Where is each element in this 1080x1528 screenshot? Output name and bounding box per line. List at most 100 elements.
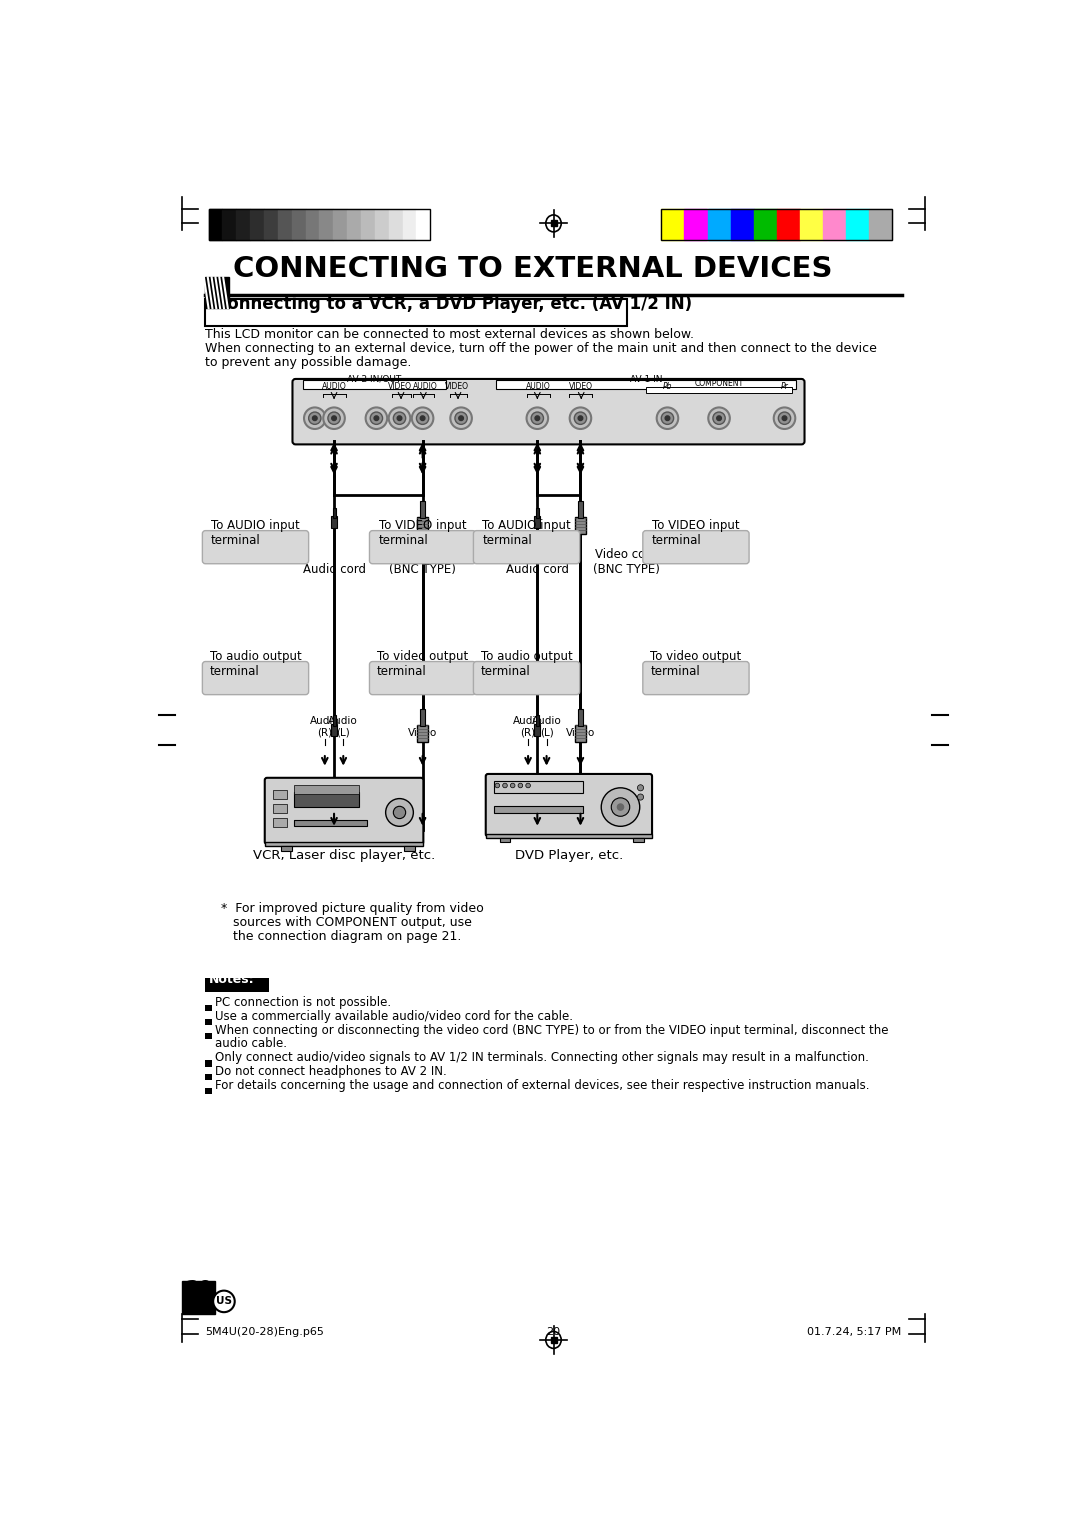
Circle shape <box>575 413 586 425</box>
Text: Audio cord: Audio cord <box>505 562 569 576</box>
Text: COMPONENT: COMPONENT <box>694 379 744 388</box>
Bar <box>205 978 269 992</box>
Bar <box>205 1019 212 1025</box>
Text: Audio
(L): Audio (L) <box>328 717 359 738</box>
Text: Pb: Pb <box>663 382 672 391</box>
Bar <box>536 507 539 518</box>
Text: To video output
terminal: To video output terminal <box>377 649 469 678</box>
Bar <box>347 209 361 240</box>
Text: AV 2 IN/OUT: AV 2 IN/OUT <box>347 374 401 384</box>
Text: Video: Video <box>566 727 595 738</box>
Circle shape <box>213 1291 234 1313</box>
Bar <box>208 209 430 240</box>
Bar <box>273 790 287 799</box>
Text: AUDIO: AUDIO <box>526 382 551 391</box>
FancyBboxPatch shape <box>202 662 309 695</box>
Bar <box>303 380 446 390</box>
Bar <box>496 380 796 390</box>
Circle shape <box>495 784 500 788</box>
Bar <box>777 209 800 240</box>
Bar <box>800 209 823 240</box>
Bar <box>420 709 424 726</box>
Bar <box>661 209 892 240</box>
FancyBboxPatch shape <box>202 530 309 564</box>
Text: 5M4U(20-28)Eng.p65: 5M4U(20-28)Eng.p65 <box>205 1326 324 1337</box>
Bar <box>208 209 222 240</box>
Bar <box>320 209 334 240</box>
Text: VIDEO: VIDEO <box>568 382 593 391</box>
Circle shape <box>518 784 523 788</box>
Bar <box>575 724 585 741</box>
Bar <box>205 1074 212 1080</box>
Circle shape <box>420 416 424 420</box>
Text: AV 1 IN: AV 1 IN <box>630 374 662 384</box>
Text: VIDEO: VIDEO <box>388 382 411 391</box>
Text: To video output
terminal: To video output terminal <box>650 649 742 678</box>
Circle shape <box>411 408 433 429</box>
FancyBboxPatch shape <box>473 530 580 564</box>
Circle shape <box>370 413 382 425</box>
Text: audio cable.: audio cable. <box>215 1038 286 1050</box>
Text: Do not connect headphones to AV 2 IN.: Do not connect headphones to AV 2 IN. <box>215 1065 446 1079</box>
Circle shape <box>332 416 336 420</box>
Bar <box>205 1060 212 1067</box>
Circle shape <box>578 416 583 420</box>
FancyBboxPatch shape <box>293 379 805 445</box>
Text: 20: 20 <box>185 1279 212 1299</box>
Circle shape <box>455 413 468 425</box>
Bar <box>823 209 846 240</box>
Bar <box>754 209 777 240</box>
FancyBboxPatch shape <box>643 662 750 695</box>
Bar <box>495 805 583 813</box>
Circle shape <box>309 413 321 425</box>
Circle shape <box>526 784 530 788</box>
Circle shape <box>323 408 345 429</box>
Bar <box>403 209 417 240</box>
Circle shape <box>618 804 623 810</box>
Text: DVD Player, etc.: DVD Player, etc. <box>515 850 623 862</box>
Bar <box>294 792 360 807</box>
Circle shape <box>779 413 791 425</box>
Text: Audio cord: Audio cord <box>302 562 365 576</box>
Text: For details concerning the usage and connection of external devices, see their r: For details concerning the usage and con… <box>215 1079 869 1093</box>
Text: Audio
(L): Audio (L) <box>531 717 562 738</box>
Bar <box>294 785 360 795</box>
Bar <box>500 837 511 842</box>
Text: *  For improved picture quality from video: * For improved picture quality from vide… <box>220 902 484 915</box>
Circle shape <box>459 416 463 420</box>
Text: To VIDEO input
terminal: To VIDEO input terminal <box>652 520 740 547</box>
Circle shape <box>393 413 406 425</box>
Bar <box>486 834 652 837</box>
FancyBboxPatch shape <box>369 530 475 564</box>
Text: This LCD monitor can be connected to most external devices as shown below.: This LCD monitor can be connected to mos… <box>205 329 694 341</box>
Circle shape <box>417 413 429 425</box>
Circle shape <box>602 788 639 827</box>
Bar <box>730 209 754 240</box>
Text: To VIDEO input
terminal: To VIDEO input terminal <box>379 520 467 547</box>
Circle shape <box>389 408 410 429</box>
Text: Audio
(R): Audio (R) <box>310 717 340 738</box>
Bar <box>292 209 306 240</box>
Circle shape <box>611 798 630 816</box>
Bar <box>685 209 707 240</box>
Text: Video cord
(BNC TYPE): Video cord (BNC TYPE) <box>389 549 456 576</box>
Bar <box>633 837 644 842</box>
Text: 20: 20 <box>546 1326 561 1337</box>
Circle shape <box>657 408 678 429</box>
Bar <box>578 501 583 518</box>
Text: Video: Video <box>408 727 437 738</box>
Text: Only connect audio/video signals to AV 1/2 IN terminals. Connecting other signal: Only connect audio/video signals to AV 1… <box>215 1051 868 1063</box>
Text: sources with COMPONENT output, use: sources with COMPONENT output, use <box>220 915 472 929</box>
Bar <box>205 277 229 309</box>
Circle shape <box>713 413 725 425</box>
Text: PC connection is not possible.: PC connection is not possible. <box>215 996 391 1008</box>
Circle shape <box>665 416 670 420</box>
Text: Pr: Pr <box>781 382 788 391</box>
Text: Connecting to a VCR, a DVD Player, etc. (AV 1/2 IN): Connecting to a VCR, a DVD Player, etc. … <box>215 295 692 313</box>
Bar <box>846 209 869 240</box>
Bar <box>417 516 428 533</box>
Circle shape <box>531 413 543 425</box>
Bar <box>333 715 336 726</box>
Circle shape <box>511 784 515 788</box>
Bar <box>183 1282 215 1314</box>
